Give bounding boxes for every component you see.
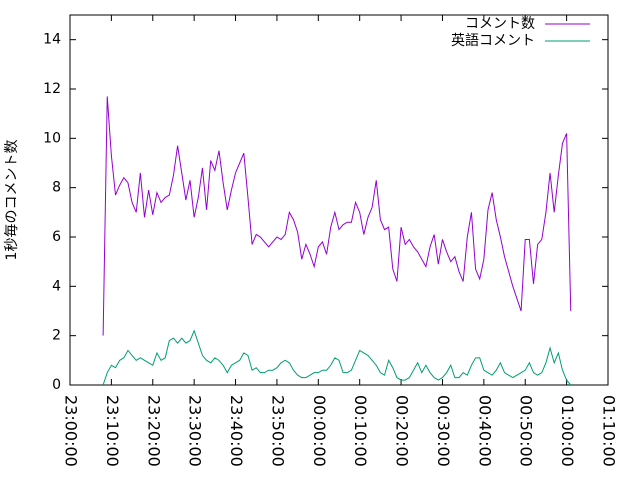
legend-label: 英語コメント bbox=[451, 32, 535, 49]
x-tick-label: 00:40:00 bbox=[475, 395, 494, 467]
x-tick-label: 23:40:00 bbox=[227, 395, 246, 467]
y-tick-label: 0 bbox=[52, 377, 61, 393]
x-tick-label: 00:10:00 bbox=[351, 395, 370, 467]
y-tick-label: 14 bbox=[43, 32, 61, 48]
y-tick-label: 12 bbox=[43, 81, 61, 97]
y-tick-label: 2 bbox=[52, 328, 61, 344]
legend-label: コメント数 bbox=[465, 16, 535, 32]
x-tick-label: 00:00:00 bbox=[310, 395, 329, 467]
y-tick-label: 4 bbox=[52, 278, 61, 294]
x-tick-label: 01:10:00 bbox=[600, 395, 619, 467]
x-tick-label: 23:30:00 bbox=[186, 395, 205, 467]
series-line bbox=[102, 329, 572, 386]
x-tick-label: 00:30:00 bbox=[434, 395, 453, 467]
x-tick-label: 23:20:00 bbox=[144, 395, 163, 467]
x-tick-label: 00:50:00 bbox=[517, 395, 536, 467]
y-tick-label: 10 bbox=[43, 130, 61, 146]
y-tick-label: 6 bbox=[52, 229, 61, 245]
x-tick-label: 23:50:00 bbox=[268, 395, 287, 467]
series-line bbox=[102, 96, 572, 336]
y-axis-label: 1秒毎のコメント数 bbox=[4, 140, 20, 261]
x-tick-label: 23:10:00 bbox=[103, 395, 122, 467]
x-tick-label: 01:00:00 bbox=[558, 395, 577, 467]
y-tick-label: 8 bbox=[52, 180, 61, 196]
x-tick-label: 23:00:00 bbox=[62, 395, 81, 467]
plot-frame bbox=[69, 14, 609, 386]
x-tick-label: 00:20:00 bbox=[393, 395, 412, 467]
